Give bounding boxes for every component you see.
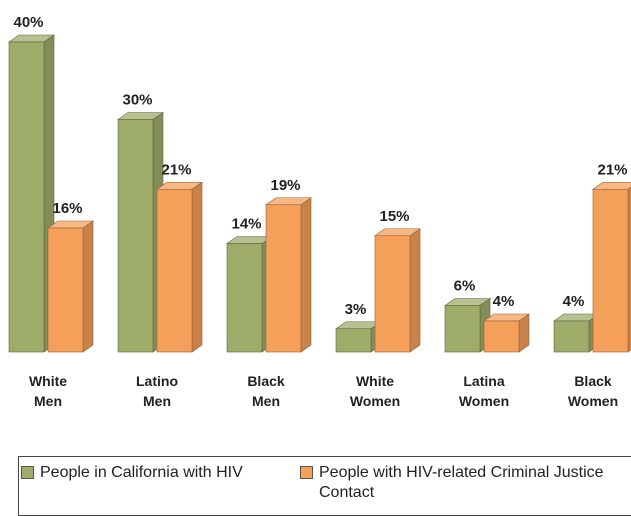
category-label: White [356, 373, 394, 389]
data-label: 21% [161, 161, 191, 178]
chart-legend: People in California with HIV People wit… [18, 456, 631, 516]
data-label: 19% [270, 177, 300, 194]
category-label: Men [34, 393, 62, 409]
legend-item-people-in-california-with-hiv: People in California with HIV [21, 463, 243, 483]
bar-criminal-justice-5 [592, 181, 631, 353]
data-label: 3% [345, 301, 367, 318]
category-label: Black [247, 373, 285, 389]
data-label: 15% [379, 208, 409, 225]
legend-swatch-orange [300, 466, 313, 479]
bar-california-hiv-0 [8, 34, 55, 353]
legend-label: People with HIV-related Criminal Justice… [319, 464, 604, 501]
bar-chart: 40% 16% White Men 30% 21% Latino Men 14% 19% Black… [8, 14, 631, 409]
bar-criminal-justice-3 [374, 228, 421, 353]
legend-item-people-with-criminal-justice-contact: People with HIV-related Criminal Justice… [300, 463, 620, 503]
data-label: 30% [122, 92, 152, 109]
bar-criminal-justice-1 [156, 181, 203, 353]
category-label: Women [459, 393, 509, 409]
bar-california-hiv-2 [226, 235, 273, 353]
category-label: Latino [136, 373, 178, 389]
data-label: 16% [52, 200, 82, 217]
bar-criminal-justice-4 [483, 313, 530, 353]
data-label: 21% [597, 161, 627, 178]
category-label: Men [143, 393, 171, 409]
bar-california-hiv-4 [444, 297, 491, 353]
data-label: 40% [13, 14, 43, 31]
category-label: Women [568, 393, 618, 409]
data-label: 4% [493, 293, 515, 310]
bar-california-hiv-3 [335, 321, 382, 353]
bar-california-hiv-5 [553, 313, 600, 353]
legend-swatch-green [21, 466, 34, 479]
legend-label: People in California with HIV [40, 464, 243, 481]
category-label: Men [252, 393, 280, 409]
data-label: 14% [231, 216, 261, 233]
category-label: Women [350, 393, 400, 409]
bar-california-hiv-1 [117, 111, 164, 353]
bar-criminal-justice-2 [265, 197, 312, 353]
category-label: Black [574, 373, 612, 389]
category-label: Latina [463, 373, 504, 389]
category-label: White [29, 373, 67, 389]
bar-criminal-justice-0 [47, 220, 94, 353]
data-label: 4% [563, 293, 585, 310]
data-label: 6% [454, 278, 476, 295]
